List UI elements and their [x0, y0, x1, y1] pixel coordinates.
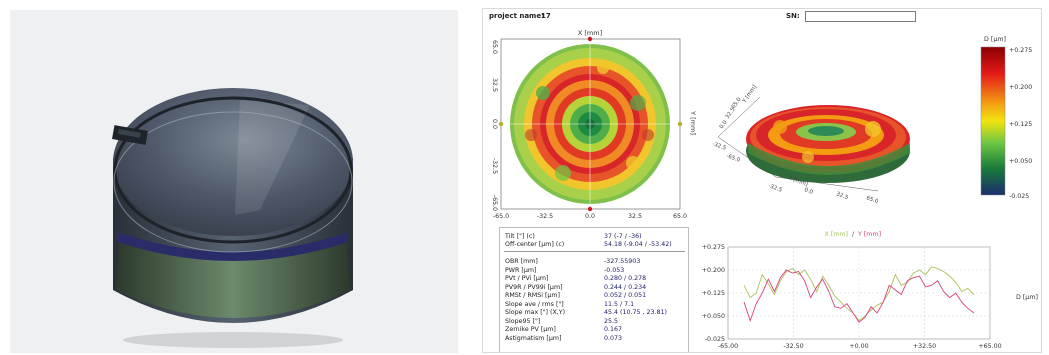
- sn-label: SN:: [786, 12, 800, 20]
- chart-ylabel: D [µm]: [1016, 294, 1038, 301]
- sn-input[interactable]: [805, 11, 916, 22]
- measurement-app-window: project name: 17 SN: X [mm] Y [mm]: [482, 8, 1042, 353]
- chart-title-sep: /: [852, 231, 855, 238]
- stat-row: Slope max ["] (X,Y) 45.4 (10.75 , 23.81): [505, 309, 667, 316]
- chart-series-line-x: [743, 266, 975, 322]
- map2d-top-axis-label: X [mm]: [578, 29, 602, 37]
- chart-y-tick: +0.275: [702, 244, 725, 251]
- project-name-value: 17: [541, 12, 551, 20]
- chart-x-tick: +0.00: [849, 343, 868, 350]
- surface-map-2d: X [mm] Y [mm] -65.0 -32.5: [491, 29, 697, 220]
- map3d-x-tick: 65.0: [865, 195, 879, 205]
- stat-row: OBR [mm] -327.55903: [505, 258, 641, 265]
- map2d-x-tick: 0.0: [585, 213, 595, 220]
- chart-y-tick: -0.025: [705, 336, 725, 343]
- map3d-x-tick: 32.5: [835, 191, 849, 201]
- map3d-y-axis-label: Y [mm]: [741, 84, 758, 105]
- chart-y-tick: +0.050: [702, 313, 725, 320]
- map2d-x-tick: -32.5: [537, 213, 553, 220]
- colorbar-tick: +0.200: [1009, 84, 1032, 91]
- chart-title-y: Y [mm]: [857, 231, 881, 238]
- map2d-x-tick: 32.5: [628, 213, 642, 220]
- colorbar-tick: +0.125: [1009, 121, 1032, 128]
- map2d-y-tick: -32.5: [491, 158, 498, 174]
- chart-series-line-y: [743, 269, 975, 323]
- chart-x-tick: -65.00: [718, 343, 738, 350]
- stat-row: Astigmatism [µm] 0.073: [505, 334, 623, 342]
- chart-x-tick: +32.50: [913, 343, 936, 350]
- product-photo: [10, 10, 458, 353]
- stats-divider: [504, 251, 685, 252]
- map3d-y-tick: 0.0: [719, 119, 729, 130]
- map2d-y-tick: -65.0: [491, 195, 498, 211]
- chart-x-tick: -32.50: [783, 343, 803, 350]
- chart-y-tick: +0.125: [702, 290, 725, 297]
- stat-row: PVt / PVi [µm] 0.280 / 0.278: [505, 275, 647, 282]
- map2d-y-tick: 0.0: [491, 119, 498, 129]
- map3d-left-tick: -32.5: [711, 141, 727, 152]
- map3d-left-tick: -65.0: [725, 153, 741, 164]
- map3d-x-tick: 0.0: [803, 187, 814, 196]
- surface-map-3d: Y [mm] 65.0 32.5 0.0 -32.5 -65.0 -32.5 0…: [711, 84, 910, 205]
- statistics-panel: Tilt ["] (c) 37 (-7 / -36) Off-center [µ…: [499, 227, 689, 352]
- colorbar-tick: +0.050: [1009, 158, 1032, 165]
- map2d-x-tick: -65.0: [493, 213, 509, 220]
- stat-row: Zernike PV [µm] 0.167: [505, 326, 623, 333]
- colorbar-tick: +0.275: [1009, 47, 1032, 54]
- lens-disc-illustration: [112, 88, 353, 348]
- map2d-x-tick: 65.0: [673, 213, 687, 220]
- map2d-y-tick: 32.5: [491, 78, 498, 92]
- map3d-x-tick: -32.5: [767, 183, 783, 194]
- chart-y-tick: +0.200: [702, 267, 725, 274]
- stat-row: Slope ave / rms ["] 11.5 / 7.1: [505, 300, 635, 308]
- stat-row: Slope95 ["] 25.5: [505, 317, 619, 325]
- colorbar-tick: -0.025: [1009, 193, 1029, 200]
- profile-line-chart: X [mm] / Y [mm] D [µm] -65.00 -32.50 +0.00…: [702, 231, 1038, 350]
- stat-row: PWR [µm] -0.053: [505, 266, 625, 274]
- chart-title-x: X [mm]: [825, 231, 849, 238]
- stat-row-off-center: Off-center [µm] (c) 54.18 (-9.04 / -53.4…: [505, 241, 672, 248]
- stat-row: RMSt / RMSi [µm] 0.052 / 0.051: [505, 292, 647, 299]
- project-name-label: project name:: [489, 12, 544, 20]
- map2d-y-tick: 65.0: [491, 40, 498, 54]
- stat-row: PV9R / PV99i [µm] 0.244 / 0.234: [505, 283, 647, 291]
- colorbar-title: D [µm]: [984, 36, 1006, 43]
- map2d-right-axis-label: Y [mm]: [689, 110, 697, 135]
- color-scale-legend: D [µm] +0.275 +0.200 +0.125 +0.050 -0.02…: [980, 36, 1032, 200]
- stat-row-tilt: Tilt ["] (c) 37 (-7 / -36): [505, 233, 642, 240]
- chart-x-tick: +65.00: [978, 343, 1001, 350]
